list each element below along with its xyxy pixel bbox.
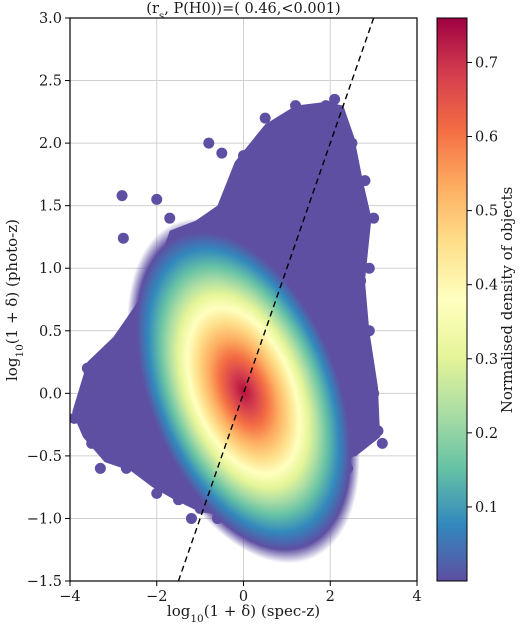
scatter-point [216,147,228,159]
scatter-point [116,190,128,202]
scatter-point [151,487,163,499]
colorbar: 0.1 0.2 0.3 0.4 0.5 0.6 0.7 Normalised density… [436,17,516,582]
scatter-point [376,437,388,449]
y-tick-label: −1.0 [27,511,62,527]
scatter-point [172,494,184,506]
scatter-point [368,387,380,399]
y-tick-label: 0.5 [39,324,62,340]
scatter-point [242,193,254,205]
scatter-point [216,206,228,218]
scatter-point [164,212,176,224]
density-core [127,218,360,564]
scatter-point [107,387,119,399]
scatter-point [350,225,362,237]
scatter-point [70,412,80,424]
colorbar-fill [437,18,467,581]
y-tick-label: 0.0 [39,386,62,402]
colorbar-tick-label: 0.5 [475,204,498,220]
y-axis: −1.5 −1.0 −0.5 0.0 0.5 1.0 1.5 2.0 2.5 3.0 [27,11,70,590]
x-tick-label: −2 [146,589,167,605]
y-tick-label: 3.0 [39,11,62,27]
scatter-point [346,137,358,149]
colorbar-tick-label: 0.3 [475,352,498,368]
scatter-point [281,137,293,149]
y-tick-label: 2.5 [39,74,62,90]
scatter-point [294,125,306,137]
x-tick-label: 0 [239,589,248,605]
scatter-point [329,93,341,105]
colorbar-tick-label: 0.4 [475,278,498,294]
scatter-point [112,337,124,349]
colorbar-tick-label: 0.7 [475,55,498,71]
y-axis-title: log10(1 + δ) (photo-z) [3,219,26,381]
scatter-point [355,362,367,374]
scatter-point [363,262,375,274]
scatter-point [203,137,215,149]
y-tick-label: −1.5 [27,574,62,590]
x-axis: −4 −2 0 2 4 [59,581,422,605]
scatter-point [129,400,141,412]
x-tick-label: 2 [326,589,335,605]
scatter-point [333,106,345,118]
scatter-point [99,375,111,387]
scatter-point [151,193,163,205]
colorbar-frame [436,17,468,582]
density-cloud [70,93,388,564]
colorbar-tick-label: 0.2 [475,426,498,442]
colorbar-label: Normalised density of objects [498,187,516,414]
scatter-point [307,112,319,124]
scatter-point [229,200,241,212]
scatter-point [238,150,249,162]
scatter-point [368,212,380,224]
scatter-point [259,112,271,124]
scatter-point [117,232,129,244]
scatter-point [116,425,128,437]
colorbar-ticks: 0.1 0.2 0.3 0.4 0.5 0.6 0.7 [467,55,498,516]
scatter-point [185,512,197,524]
colorbar-tick-label: 0.1 [475,500,498,516]
scatter-point [355,275,367,287]
scatter-point [94,462,106,474]
x-tick-label: 4 [412,589,421,605]
scatter-point [81,362,93,374]
scatter-point [363,325,375,337]
colorbar-tick-label: 0.6 [475,130,498,146]
plot-area: −4 −2 0 2 4 −1.5 −1.0 −0.5 0.0 0.5 1.0 1.5 2.0 2.5 3.… [27,11,422,605]
y-tick-label: 1.0 [39,261,62,277]
scatter-point [372,425,384,437]
scatter-point [290,100,302,112]
scatter-point [346,375,358,387]
scatter-point [120,462,132,474]
scatter-point [268,156,280,168]
scatter-point [138,450,150,462]
x-axis-title: log10(1 + δ) (spec-z) [167,602,320,625]
y-tick-label: 1.5 [39,199,62,215]
scatter-point [86,437,98,449]
x-tick-label: −4 [59,589,80,605]
y-tick-label: 2.0 [39,136,62,152]
scatter-point [320,100,332,112]
y-tick-label: −0.5 [27,449,62,465]
plot-title: (rs, P(H0))=( 0.46,<0.001) [146,1,340,22]
scatter-point [359,175,371,187]
scatter-point [255,175,267,187]
